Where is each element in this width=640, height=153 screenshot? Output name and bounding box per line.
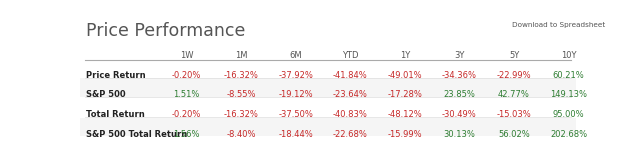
Text: -19.12%: -19.12%	[278, 90, 313, 99]
Text: -40.83%: -40.83%	[333, 110, 368, 119]
Text: -49.01%: -49.01%	[388, 71, 422, 80]
Text: -37.92%: -37.92%	[278, 71, 313, 80]
Text: -23.64%: -23.64%	[333, 90, 368, 99]
Text: -22.99%: -22.99%	[497, 71, 531, 80]
Text: -30.49%: -30.49%	[442, 110, 477, 119]
Text: 56.02%: 56.02%	[498, 130, 530, 139]
Text: -0.20%: -0.20%	[172, 71, 202, 80]
FancyBboxPatch shape	[80, 118, 576, 136]
Text: 10Y: 10Y	[561, 51, 576, 60]
Text: -41.84%: -41.84%	[333, 71, 368, 80]
Text: Price Return: Price Return	[86, 71, 146, 80]
Text: -16.32%: -16.32%	[224, 71, 259, 80]
Text: -15.99%: -15.99%	[388, 130, 422, 139]
Text: S&P 500: S&P 500	[86, 90, 126, 99]
Text: Price Performance: Price Performance	[86, 22, 246, 40]
Text: -0.20%: -0.20%	[172, 110, 202, 119]
Text: -34.36%: -34.36%	[442, 71, 477, 80]
Text: -48.12%: -48.12%	[387, 110, 422, 119]
Text: 23.85%: 23.85%	[444, 90, 476, 99]
Text: -18.44%: -18.44%	[278, 130, 313, 139]
Text: 3Y: 3Y	[454, 51, 465, 60]
FancyBboxPatch shape	[80, 78, 576, 97]
Text: -8.40%: -8.40%	[227, 130, 256, 139]
Text: -16.32%: -16.32%	[224, 110, 259, 119]
Text: -22.68%: -22.68%	[333, 130, 368, 139]
Text: 42.77%: 42.77%	[498, 90, 530, 99]
Text: 6M: 6M	[289, 51, 302, 60]
Text: 60.21%: 60.21%	[553, 71, 584, 80]
Text: Total Return: Total Return	[86, 110, 145, 119]
Text: 1.51%: 1.51%	[173, 90, 200, 99]
Text: S&P 500 Total Return: S&P 500 Total Return	[86, 130, 188, 139]
Text: 1.56%: 1.56%	[173, 130, 200, 139]
Text: -8.55%: -8.55%	[227, 90, 256, 99]
Text: ↓: ↓	[620, 15, 627, 25]
Text: -15.03%: -15.03%	[497, 110, 531, 119]
Text: 95.00%: 95.00%	[553, 110, 584, 119]
Text: -37.50%: -37.50%	[278, 110, 313, 119]
Text: 149.13%: 149.13%	[550, 90, 587, 99]
Text: 202.68%: 202.68%	[550, 130, 587, 139]
Text: -17.28%: -17.28%	[387, 90, 422, 99]
Text: 30.13%: 30.13%	[444, 130, 476, 139]
Text: 1W: 1W	[180, 51, 193, 60]
Text: 1M: 1M	[235, 51, 248, 60]
Text: Download to Spreadsheet: Download to Spreadsheet	[511, 22, 605, 28]
Text: 1Y: 1Y	[400, 51, 410, 60]
Text: YTD: YTD	[342, 51, 358, 60]
Text: 5Y: 5Y	[509, 51, 519, 60]
